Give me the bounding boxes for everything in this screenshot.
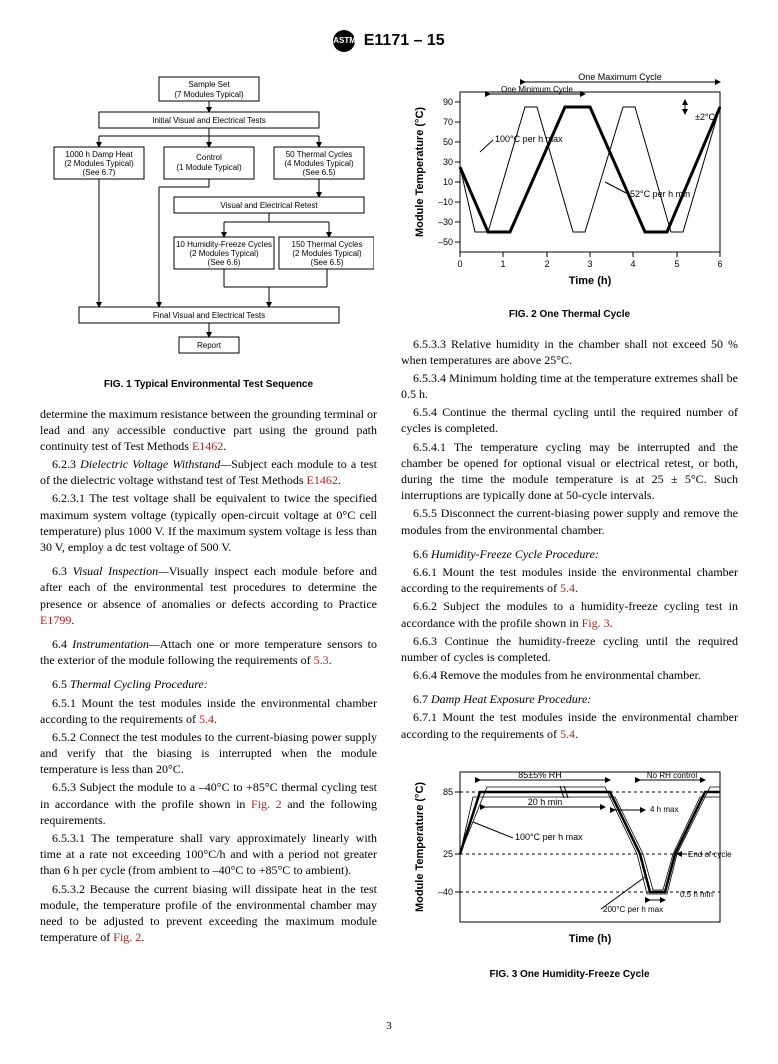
- para-6-5-4: 6.5.4 Continue the thermal cycling until…: [401, 404, 738, 436]
- para-6-2-3: 6.2.3 Dielectric Voltage Withstand—Subje…: [40, 456, 377, 488]
- svg-text:20 h min: 20 h min: [527, 797, 562, 807]
- svg-text:Time (h): Time (h): [568, 933, 611, 945]
- svg-text:(See 6.7): (See 6.7): [82, 168, 115, 177]
- svg-text:One Minimum Cycle: One Minimum Cycle: [500, 85, 573, 94]
- svg-text:Module Temperature (°C): Module Temperature (°C): [414, 781, 426, 911]
- para-6-6-3: 6.6.3 Continue the humidity-freeze cycli…: [401, 633, 738, 665]
- fig3-chart: 85 25 –40: [401, 762, 738, 962]
- svg-text:3: 3: [587, 259, 592, 269]
- svg-text:(See 6.5): (See 6.5): [310, 258, 343, 267]
- fig2-caption: FIG. 2 One Thermal Cycle: [401, 308, 738, 322]
- svg-text:50: 50: [442, 137, 452, 147]
- para-6-5-5: 6.5.5 Disconnect the current-biasing pow…: [401, 505, 738, 537]
- para-6-6-1: 6.6.1 Mount the test modules inside the …: [401, 564, 738, 596]
- page-number: 3: [40, 1019, 738, 1034]
- two-column-layout: Sample Set (7 Modules Typical) Initial V…: [40, 72, 738, 995]
- svg-text:–50: –50: [437, 237, 452, 247]
- svg-text:(2 Modules Typical): (2 Modules Typical): [292, 249, 362, 258]
- svg-text:4 h max: 4 h max: [650, 805, 678, 814]
- svg-text:(2 Modules Typical): (2 Modules Typical): [64, 159, 134, 168]
- svg-text:30: 30: [442, 157, 452, 167]
- para-6-4: 6.4 Instrumentation—Attach one or more t…: [40, 636, 377, 668]
- svg-text:50 Thermal Cycles: 50 Thermal Cycles: [285, 150, 352, 159]
- svg-text:Final Visual and Electrical Te: Final Visual and Electrical Tests: [152, 311, 264, 320]
- para-6-5-1: 6.5.1 Mount the test modules inside the …: [40, 695, 377, 727]
- fig1-caption: FIG. 1 Typical Environmental Test Sequen…: [40, 378, 377, 392]
- svg-text:(See 6.5): (See 6.5): [302, 168, 335, 177]
- para-6-6: 6.6 Humidity-Freeze Cycle Procedure:: [401, 546, 738, 562]
- svg-text:4: 4: [630, 259, 635, 269]
- svg-text:85±5% RH: 85±5% RH: [518, 770, 561, 780]
- svg-text:One Maximum Cycle: One Maximum Cycle: [578, 72, 662, 82]
- svg-text:25: 25: [442, 849, 452, 859]
- svg-text:200°C per h max: 200°C per h max: [603, 905, 663, 914]
- standard-id: E1171 – 15: [364, 32, 445, 49]
- svg-text:85: 85: [442, 787, 452, 797]
- para-6-2-2-cont: determine the maximum resistance between…: [40, 406, 377, 455]
- svg-text:(1 Module Typical): (1 Module Typical): [176, 163, 242, 172]
- svg-text:Visual and Electrical Retest: Visual and Electrical Retest: [220, 201, 318, 210]
- svg-text:End of cycle: End of cycle: [688, 850, 732, 859]
- svg-text:Initial Visual and Electrical: Initial Visual and Electrical Tests: [152, 116, 266, 125]
- para-6-5-3: 6.5.3 Subject the module to a –40°C to +…: [40, 779, 377, 828]
- svg-text:(7 Modules Typical): (7 Modules Typical): [174, 90, 244, 99]
- svg-text:6: 6: [717, 259, 722, 269]
- svg-text:90: 90: [442, 97, 452, 107]
- svg-text:0.5 h min: 0.5 h min: [680, 890, 713, 899]
- svg-text:Control: Control: [196, 153, 222, 162]
- para-6-3: 6.3 Visual Inspection—Visually inspect e…: [40, 563, 377, 628]
- fig1-flowchart: Sample Set (7 Modules Typical) Initial V…: [40, 72, 377, 372]
- svg-text:(4 Modules Typical): (4 Modules Typical): [284, 159, 354, 168]
- svg-text:(2 Modules Typical): (2 Modules Typical): [189, 249, 259, 258]
- svg-text:10 Humidity-Freeze Cycles: 10 Humidity-Freeze Cycles: [175, 240, 271, 249]
- svg-text:5: 5: [674, 259, 679, 269]
- para-6-7: 6.7 Damp Heat Exposure Procedure:: [401, 691, 738, 707]
- svg-text:(See 6.6): (See 6.6): [207, 258, 240, 267]
- svg-text:Module Temperature (°C): Module Temperature (°C): [414, 107, 426, 237]
- astm-logo: ASTM: [333, 30, 355, 52]
- svg-text:–10: –10: [437, 197, 452, 207]
- left-column: Sample Set (7 Modules Typical) Initial V…: [40, 72, 377, 995]
- svg-text:Time (h): Time (h): [568, 275, 611, 287]
- svg-text:52°C per h min: 52°C per h min: [630, 189, 690, 199]
- svg-text:100°C per h max: 100°C per h max: [495, 134, 563, 144]
- para-6-5-2: 6.5.2 Connect the test modules to the cu…: [40, 729, 377, 778]
- para-6-5-3-2: 6.5.3.2 Because the current biasing will…: [40, 881, 377, 946]
- para-6-2-3-1: 6.2.3.1 The test voltage shall be equiva…: [40, 490, 377, 555]
- svg-text:–40: –40: [437, 887, 452, 897]
- svg-text:Sample Set: Sample Set: [188, 80, 230, 89]
- para-6-5: 6.5 Thermal Cycling Procedure:: [40, 676, 377, 692]
- svg-text:2: 2: [544, 259, 549, 269]
- fig2-chart: 90 70 50 30 10 –10 –30 –50 0 1 2 3 4 5: [401, 72, 738, 302]
- svg-text:100°C per h max: 100°C per h max: [515, 832, 583, 842]
- svg-text:0: 0: [457, 259, 462, 269]
- para-6-6-2: 6.6.2 Subject the modules to a humidity-…: [401, 598, 738, 630]
- svg-text:1000 h Damp Heat: 1000 h Damp Heat: [65, 150, 133, 159]
- svg-text:1: 1: [500, 259, 505, 269]
- para-6-5-3-3: 6.5.3.3 Relative humidity in the chamber…: [401, 336, 738, 368]
- para-6-7-1: 6.7.1 Mount the test modules inside the …: [401, 709, 738, 741]
- para-6-6-4: 6.6.4 Remove the modules from he environ…: [401, 667, 738, 683]
- svg-text:–30: –30: [437, 217, 452, 227]
- right-column: 90 70 50 30 10 –10 –30 –50 0 1 2 3 4 5: [401, 72, 738, 995]
- para-6-5-3-4: 6.5.3.4 Minimum holding time at the temp…: [401, 370, 738, 402]
- svg-text:±2°C: ±2°C: [695, 112, 716, 122]
- page-header: ASTM E1171 – 15: [40, 30, 738, 52]
- fig3-caption: FIG. 3 One Humidity-Freeze Cycle: [401, 968, 738, 982]
- para-6-5-3-1: 6.5.3.1 The temperature shall vary appro…: [40, 830, 377, 879]
- para-6-5-4-1: 6.5.4.1 The temperature cycling may be i…: [401, 439, 738, 504]
- svg-text:10: 10: [442, 177, 452, 187]
- svg-text:70: 70: [442, 117, 452, 127]
- svg-text:Report: Report: [196, 341, 221, 350]
- svg-text:150 Thermal Cycles: 150 Thermal Cycles: [291, 240, 362, 249]
- svg-text:No RH control: No RH control: [646, 771, 696, 780]
